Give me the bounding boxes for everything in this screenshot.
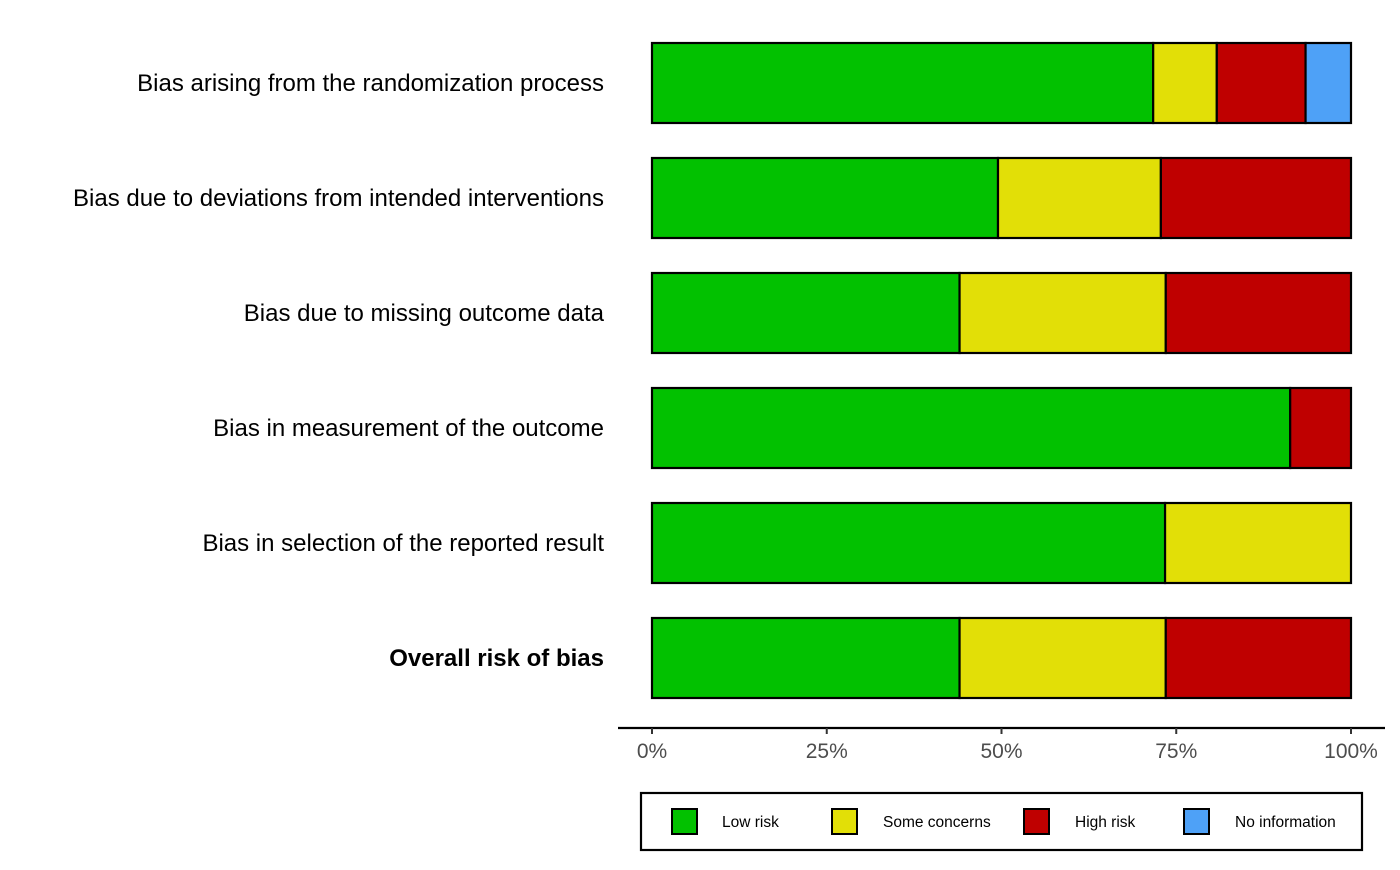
bar-segment-low-risk (650, 501, 1167, 585)
legend-item-no-information: No information (1183, 808, 1336, 835)
category-label: Bias due to deviations from intended int… (73, 185, 604, 212)
bar-segment-low-risk (650, 386, 1292, 470)
bar-segment-high-risk (1164, 616, 1353, 700)
legend-swatch (671, 808, 698, 835)
x-axis: 0% 25% 50% 75% 100% (618, 726, 1385, 763)
category-label: Bias due to missing outcome data (244, 300, 605, 327)
bar-segment-high-risk (1164, 271, 1353, 355)
bar-segment-some-concerns (1163, 501, 1353, 585)
legend-label: Some concerns (883, 814, 991, 831)
bar-row-bias-due-to-missing-outcome-data (650, 271, 1353, 355)
legend-swatch (1023, 808, 1050, 835)
bar-segment-high-risk (1215, 41, 1307, 125)
bar-segment-low-risk (650, 41, 1155, 125)
category-label: Overall risk of bias (389, 645, 604, 672)
x-tick-label: 50% (980, 740, 1022, 763)
bar-segment-low-risk (650, 156, 1000, 240)
legend-label: No information (1235, 814, 1336, 831)
x-tick-label: 100% (1324, 740, 1378, 763)
bar-segment-high-risk (1159, 156, 1353, 240)
legend-swatch (1183, 808, 1210, 835)
x-tick-label: 25% (806, 740, 848, 763)
category-label: Bias in selection of the reported result (202, 530, 604, 557)
legend-label: Low risk (722, 814, 779, 831)
legend-box (639, 791, 1364, 852)
category-label: Bias arising from the randomization proc… (137, 70, 604, 97)
bar-segment-low-risk (650, 616, 961, 700)
legend-item-some-concerns: Some concerns (831, 808, 991, 835)
legend-label: High risk (1075, 814, 1136, 831)
legend-swatch (831, 808, 858, 835)
bar-segment-some-concerns (1152, 41, 1218, 125)
bar-row-bias-in-measurement-of-the-outcome (650, 386, 1353, 470)
category-label: Bias in measurement of the outcome (213, 415, 604, 442)
legend: Low risk Some concerns High risk No informa… (639, 791, 1364, 852)
bar-segment-some-concerns (958, 271, 1167, 355)
bar-segment-some-concerns (996, 156, 1162, 240)
bars-layer (650, 41, 1353, 700)
bar-segment-no-information (1304, 41, 1353, 125)
bar-segment-some-concerns (958, 616, 1167, 700)
legend-item-low-risk: Low risk (671, 808, 779, 835)
category-labels: Bias arising from the randomization proc… (73, 70, 605, 672)
bar-row-overall-risk-of-bias (650, 616, 1353, 700)
x-tick-label: 0% (637, 740, 667, 763)
bar-row-bias-arising-from-the-randomization-process (650, 41, 1353, 125)
x-tick-label: 75% (1155, 740, 1197, 763)
bar-row-bias-in-selection-of-the-reported-result (650, 501, 1353, 585)
bar-row-bias-due-to-deviations-from-intended-interventions (650, 156, 1353, 240)
bar-segment-high-risk (1289, 386, 1353, 470)
bar-segment-low-risk (650, 271, 961, 355)
legend-item-high-risk: High risk (1023, 808, 1136, 835)
